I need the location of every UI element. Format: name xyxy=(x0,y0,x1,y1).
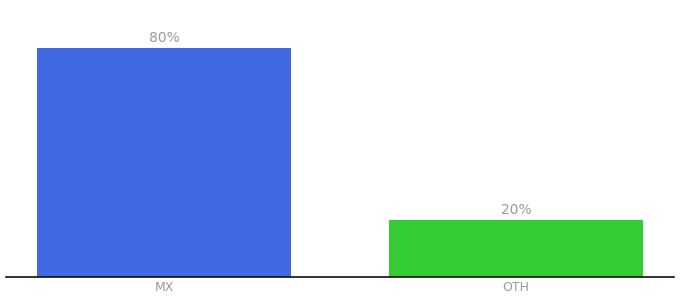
Text: 80%: 80% xyxy=(149,32,180,46)
Text: 20%: 20% xyxy=(500,203,531,217)
Bar xyxy=(389,220,643,277)
Bar xyxy=(37,48,291,277)
